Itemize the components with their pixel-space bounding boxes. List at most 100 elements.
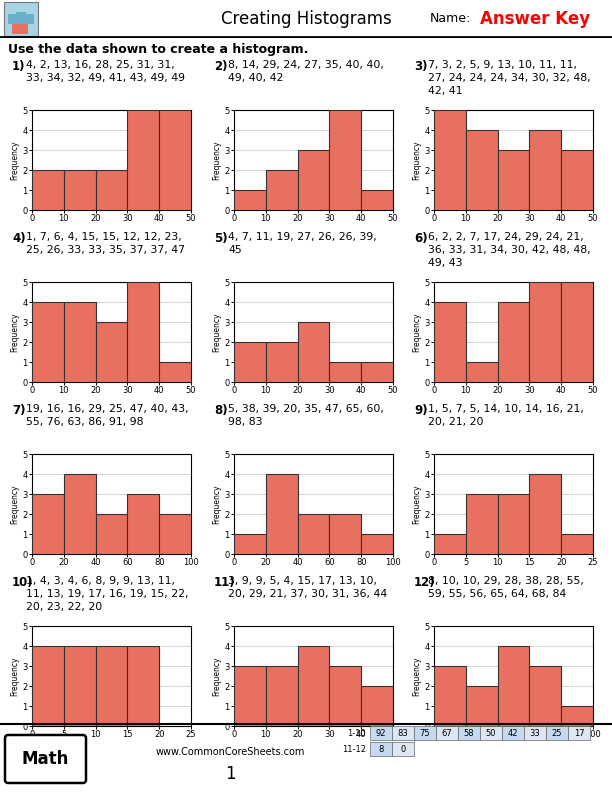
Text: 1, 7, 6, 4, 15, 15, 12, 12, 23,
25, 26, 33, 33, 35, 37, 37, 47: 1, 7, 6, 4, 15, 15, 12, 12, 23, 25, 26, … [26, 232, 185, 255]
Bar [561, 534, 593, 554]
Bar [466, 494, 498, 554]
Text: Math: Math [21, 750, 69, 768]
Text: 8: 8 [378, 744, 384, 753]
Bar [466, 362, 498, 382]
Bar [392, 726, 414, 740]
Bar [529, 282, 561, 382]
Bar [266, 474, 297, 554]
Text: 1: 1 [225, 765, 235, 783]
Bar [434, 302, 466, 382]
Bar [458, 726, 480, 740]
Bar [434, 534, 466, 554]
Bar [95, 514, 127, 554]
Bar [561, 150, 593, 210]
Text: 5, 38, 39, 20, 35, 47, 65, 60,
98, 83: 5, 38, 39, 20, 35, 47, 65, 60, 98, 83 [228, 404, 384, 427]
Bar [561, 706, 593, 726]
Text: 8, 14, 29, 24, 27, 35, 40, 40,
49, 40, 42: 8, 14, 29, 24, 27, 35, 40, 40, 49, 40, 4… [228, 60, 384, 83]
Bar [568, 726, 590, 740]
Bar [370, 726, 392, 740]
Bar [498, 646, 529, 726]
Text: 33: 33 [529, 729, 540, 737]
Bar [234, 534, 266, 554]
Bar [561, 282, 593, 382]
Text: 12): 12) [414, 576, 436, 589]
Text: 0: 0 [400, 744, 406, 753]
Y-axis label: Frequency: Frequency [213, 657, 222, 695]
Text: 6, 2, 2, 7, 17, 24, 29, 24, 21,
36, 33, 31, 34, 30, 42, 48, 48,
49, 43: 6, 2, 2, 7, 17, 24, 29, 24, 21, 36, 33, … [428, 232, 591, 268]
Bar [436, 726, 458, 740]
Bar [297, 322, 329, 382]
Text: 1-10: 1-10 [347, 729, 366, 737]
Text: 7): 7) [12, 404, 26, 417]
Text: Creating Histograms: Creating Histograms [220, 10, 392, 28]
Bar [361, 534, 393, 554]
Text: 4): 4) [12, 232, 26, 245]
Text: 25: 25 [552, 729, 562, 737]
Y-axis label: Frequency: Frequency [213, 312, 222, 352]
Bar [529, 666, 561, 726]
Text: 6): 6) [414, 232, 428, 245]
Bar [64, 170, 95, 210]
Bar [266, 342, 297, 382]
Text: 11): 11) [214, 576, 236, 589]
Y-axis label: Frequency: Frequency [412, 484, 422, 524]
Text: 50: 50 [486, 729, 496, 737]
Text: 3, 9, 9, 5, 4, 15, 17, 13, 10,
20, 29, 21, 37, 30, 31, 36, 44: 3, 9, 9, 5, 4, 15, 17, 13, 10, 20, 29, 2… [228, 576, 387, 600]
Text: 1): 1) [12, 60, 26, 73]
Y-axis label: Frequency: Frequency [10, 312, 20, 352]
Bar [361, 686, 393, 726]
Y-axis label: Frequency: Frequency [412, 657, 422, 695]
Bar [127, 110, 159, 210]
Bar [529, 130, 561, 210]
Bar [64, 474, 95, 554]
Text: 83: 83 [398, 729, 408, 737]
Bar [370, 742, 392, 756]
Bar [32, 302, 64, 382]
Bar [266, 170, 297, 210]
Text: 2): 2) [214, 60, 228, 73]
Bar [4, 2, 38, 36]
Bar [159, 362, 191, 382]
Bar [434, 666, 466, 726]
Bar [297, 150, 329, 210]
Bar [234, 190, 266, 210]
Text: 67: 67 [442, 729, 452, 737]
Bar [297, 646, 329, 726]
Bar [16, 12, 26, 34]
Bar [466, 130, 498, 210]
Bar [234, 666, 266, 726]
Text: 4, 2, 13, 16, 28, 25, 31, 31,
33, 34, 32, 49, 41, 43, 49, 49: 4, 2, 13, 16, 28, 25, 31, 31, 33, 34, 32… [26, 60, 185, 83]
Text: 1, 4, 3, 4, 6, 8, 9, 9, 13, 11,
11, 13, 19, 17, 16, 19, 15, 22,
20, 23, 22, 20: 1, 4, 3, 4, 6, 8, 9, 9, 13, 11, 11, 13, … [26, 576, 188, 612]
Bar [329, 514, 361, 554]
Bar [361, 362, 393, 382]
Bar [392, 742, 414, 756]
Text: 4, 7, 11, 19, 27, 26, 26, 39,
45: 4, 7, 11, 19, 27, 26, 26, 39, 45 [228, 232, 377, 255]
Bar [297, 514, 329, 554]
Bar [546, 726, 568, 740]
Y-axis label: Frequency: Frequency [10, 657, 20, 695]
Bar [480, 726, 502, 740]
Text: 10): 10) [12, 576, 34, 589]
Text: Use the data shown to create a histogram.: Use the data shown to create a histogram… [8, 43, 308, 55]
Bar [498, 150, 529, 210]
Bar [524, 726, 546, 740]
Bar [529, 474, 561, 554]
Bar [95, 170, 127, 210]
Bar [466, 686, 498, 726]
Bar [498, 494, 529, 554]
Y-axis label: Frequency: Frequency [213, 484, 222, 524]
Bar [502, 726, 524, 740]
Bar [329, 362, 361, 382]
Text: 3): 3) [414, 60, 428, 73]
Text: 1, 5, 7, 5, 14, 10, 14, 16, 21,
20, 21, 20: 1, 5, 7, 5, 14, 10, 14, 16, 21, 20, 21, … [428, 404, 584, 427]
FancyBboxPatch shape [5, 735, 86, 783]
Bar [95, 646, 127, 726]
Text: 92: 92 [376, 729, 386, 737]
Text: www.CommonCoreSheets.com: www.CommonCoreSheets.com [155, 747, 305, 757]
Bar [127, 282, 159, 382]
Bar [32, 646, 64, 726]
Bar [234, 342, 266, 382]
Bar [361, 190, 393, 210]
Bar [127, 494, 159, 554]
Bar [32, 170, 64, 210]
